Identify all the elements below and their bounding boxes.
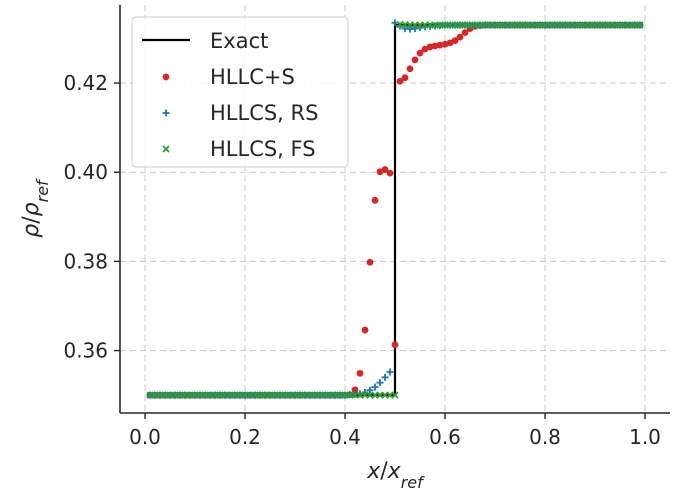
data-point [376, 379, 384, 387]
legend-item: HLLCS, FS [162, 137, 316, 161]
y-tick-label: 0.38 [63, 249, 108, 273]
y-tick-label: 0.36 [63, 339, 108, 363]
data-point [371, 383, 379, 391]
series-layer [146, 19, 644, 399]
data-point [411, 56, 419, 64]
y-tick-label: 0.42 [63, 71, 108, 95]
legend-label: HLLCS, FS [210, 137, 316, 161]
legend-item: HLLC+S [162, 65, 295, 89]
legend: Exact HLLC+S HLLCS, RS HLLCS, FS [131, 16, 349, 168]
data-point [416, 49, 424, 57]
x-ticks: 0.0 0.2 0.4 0.6 0.8 1.0 [129, 413, 661, 449]
data-point [366, 258, 374, 266]
series-hllcs-fs [146, 20, 644, 399]
legend-marker [162, 109, 170, 117]
data-point [371, 196, 379, 204]
y-ticks: 0.36 0.38 0.40 0.42 [63, 71, 120, 363]
legend-box [131, 16, 349, 168]
data-point [356, 369, 364, 377]
legend-item: Exact [142, 29, 268, 53]
x-tick-label: 0.6 [429, 425, 461, 449]
x-tick-label: 0.0 [129, 425, 161, 449]
data-point [636, 21, 644, 29]
data-point [451, 37, 459, 45]
y-tick-label: 0.40 [63, 160, 108, 184]
x-tick-label: 0.2 [229, 425, 261, 449]
data-point [456, 33, 464, 41]
data-point [461, 29, 469, 37]
legend-label: HLLCS, RS [210, 101, 318, 125]
legend-label: HLLC+S [210, 65, 295, 89]
data-point [391, 391, 399, 399]
data-point [351, 386, 359, 394]
data-point [366, 386, 374, 394]
data-point [381, 373, 389, 381]
data-point [401, 74, 409, 82]
x-tick-label: 1.0 [629, 425, 661, 449]
legend-marker [162, 145, 170, 153]
legend-label: Exact [210, 29, 268, 53]
x-tick-label: 0.4 [329, 425, 361, 449]
x-tick-label: 0.8 [529, 425, 561, 449]
legend-marker [162, 73, 170, 81]
data-point [361, 326, 369, 334]
legend-item: HLLCS, RS [162, 101, 318, 125]
data-point [381, 166, 389, 173]
data-point [396, 77, 404, 85]
x-axis-label: x/xref [366, 459, 425, 488]
data-point [391, 341, 399, 349]
data-point [406, 65, 414, 73]
data-point [386, 169, 394, 177]
y-axis-label: ρ/ρref [19, 178, 52, 238]
data-point [386, 368, 394, 376]
axes [119, 5, 670, 414]
